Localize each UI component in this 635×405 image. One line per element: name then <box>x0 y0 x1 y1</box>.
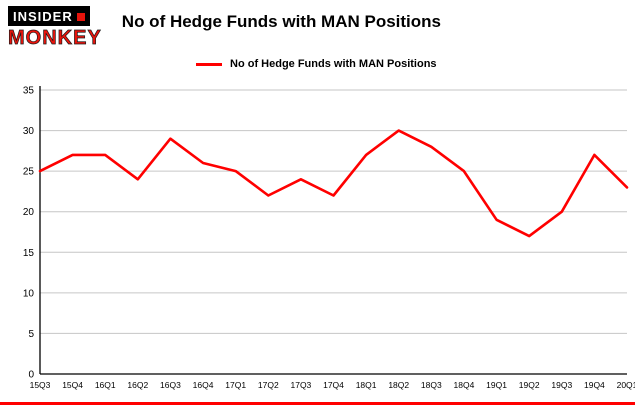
page-title: No of Hedge Funds with MAN Positions <box>121 12 442 31</box>
bottom-red-bar <box>0 402 635 405</box>
x-tick-label: 19Q1 <box>486 380 507 390</box>
chart-legend: No of Hedge Funds with MAN Positions <box>196 58 437 70</box>
legend-label: No of Hedge Funds with MAN Positions <box>230 58 437 70</box>
y-tick-label: 35 <box>23 86 35 97</box>
x-tick-label: 19Q3 <box>551 380 572 390</box>
insider-monkey-logo: INSIDER MONKEY <box>8 6 102 48</box>
logo-text-insider: INSIDER <box>13 9 73 24</box>
y-tick-label: 15 <box>23 248 35 259</box>
logo-accent-icon <box>76 12 85 21</box>
y-tick-label: 25 <box>23 167 35 178</box>
x-tick-label: 19Q2 <box>519 380 540 390</box>
y-tick-label: 20 <box>23 207 35 218</box>
x-tick-label: 18Q1 <box>356 380 377 390</box>
y-tick-label: 10 <box>23 288 35 299</box>
y-tick-label: 5 <box>28 329 34 340</box>
data-series-line <box>38 129 629 238</box>
legend-line-swatch <box>196 62 222 66</box>
x-tick-label: 15Q3 <box>30 380 51 390</box>
x-tick-label: 15Q4 <box>62 380 83 390</box>
logo-insider-row: INSIDER <box>8 6 90 26</box>
x-tick-label: 16Q2 <box>127 380 148 390</box>
x-tick-label: 18Q3 <box>421 380 442 390</box>
x-tick-label: 17Q2 <box>258 380 279 390</box>
x-tick-label: 16Q1 <box>95 380 116 390</box>
x-tick-label: 18Q4 <box>454 380 475 390</box>
x-tick-label: 17Q3 <box>290 380 311 390</box>
y-tick-label: 30 <box>23 126 35 137</box>
x-tick-label: 18Q2 <box>388 380 409 390</box>
logo-text-monkey: MONKEY <box>8 27 102 49</box>
chart-header: INSIDER MONKEY No of Hedge Funds with MA… <box>8 6 441 48</box>
x-tick-label: 16Q4 <box>193 380 214 390</box>
x-tick-label: 16Q3 <box>160 380 181 390</box>
y-tick-label: 0 <box>28 370 34 381</box>
x-tick-label: 20Q1 <box>617 380 635 390</box>
x-tick-label: 19Q4 <box>584 380 605 390</box>
x-tick-label: 17Q1 <box>225 380 246 390</box>
line-chart: 0 5 10 15 20 25 30 35 15Q3 15Q4 16Q1 16Q2 16Q3 16Q4 17… <box>23 86 635 391</box>
x-tick-label: 17Q4 <box>323 380 344 390</box>
